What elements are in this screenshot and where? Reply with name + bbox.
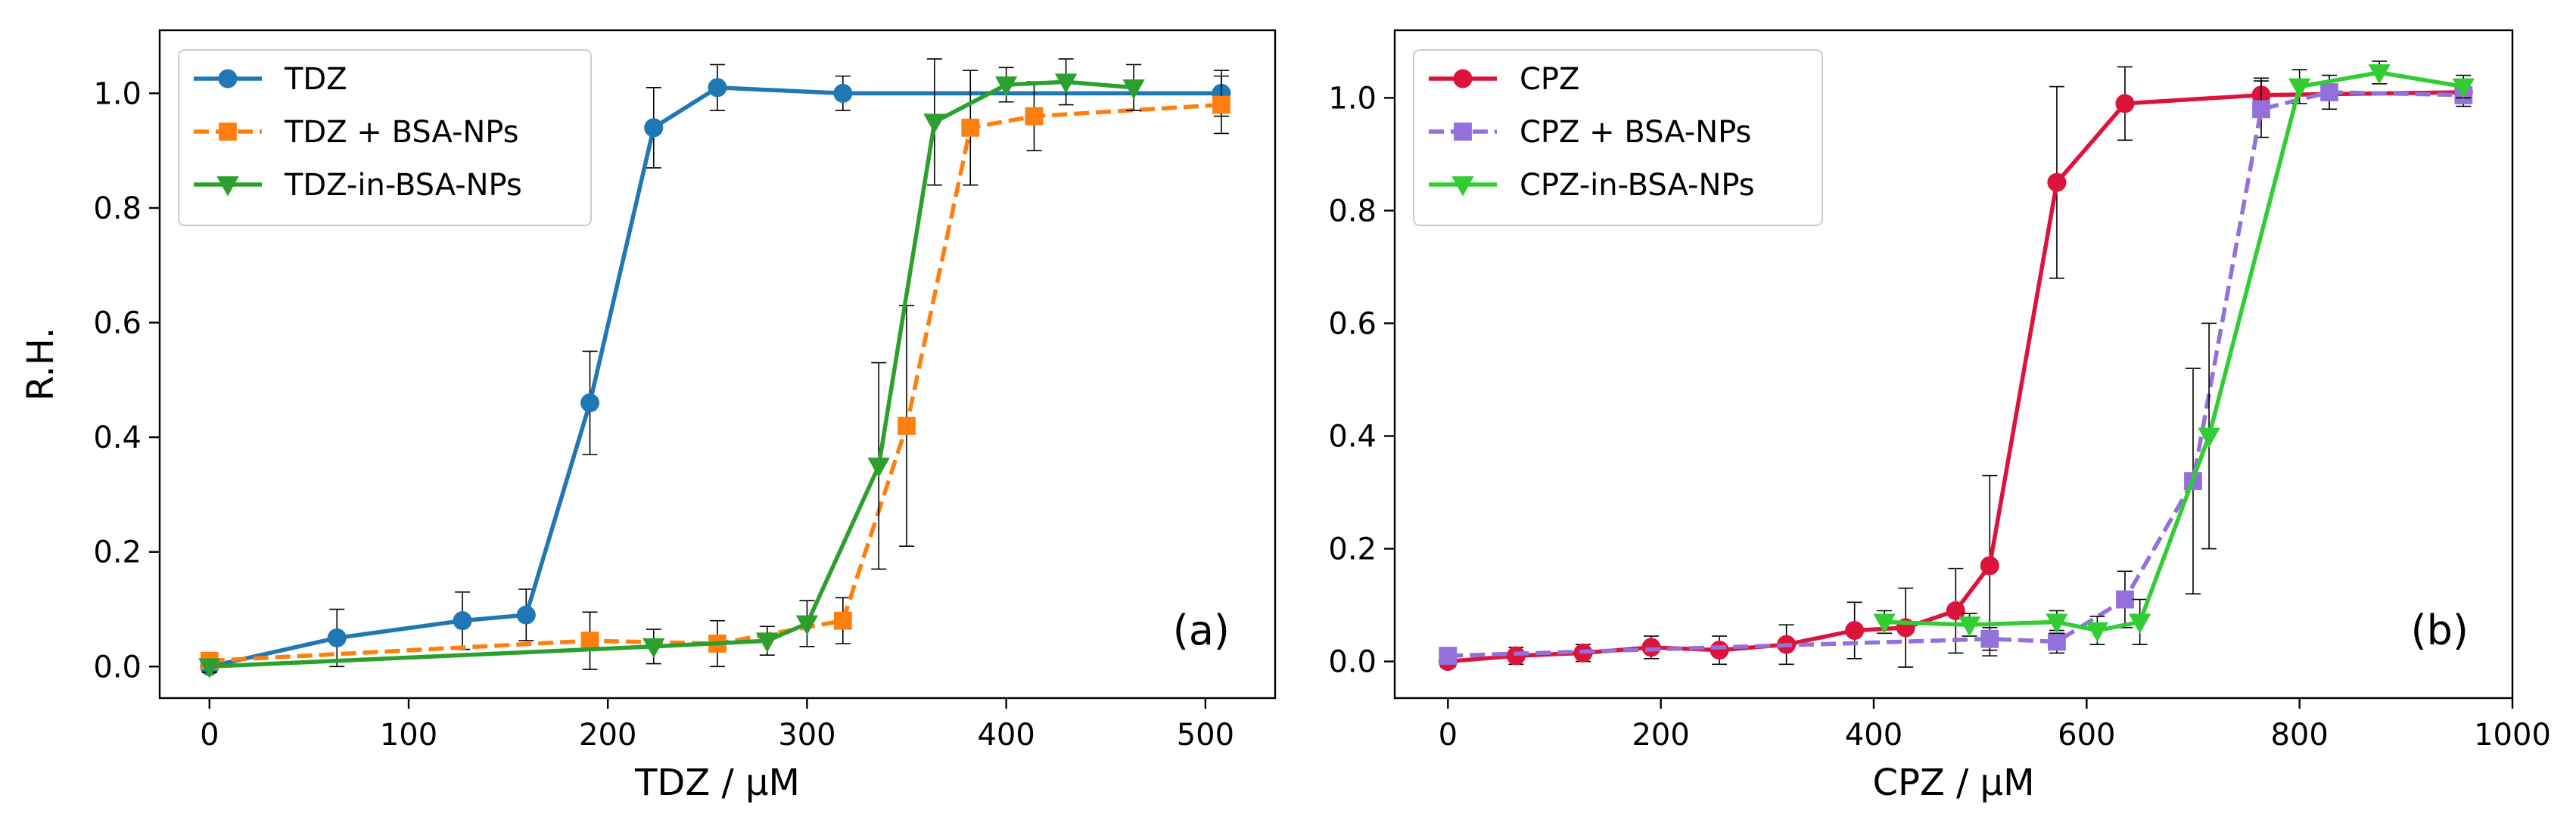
data-point [2288,78,2311,99]
legend-marker [219,123,237,141]
legend-box [178,49,592,226]
y-tick-label: 0.2 [1328,532,1377,567]
legend: CPZ CPZ + BSA-NPs CPZ-in-BSA-NPs [1413,49,1823,226]
data-point [1122,79,1145,100]
data-point [995,76,1018,97]
data-point [516,605,536,625]
panel-b: 0 200 400 600 800 1000 0.0 0.2 0.4 0.6 0.8 1.0 CPZ /… [1328,29,2551,804]
y-tick-label: 0.4 [93,421,142,455]
data-point [2086,622,2109,643]
x-tick-label: 400 [977,718,1034,753]
y-axis-label: R.H. [20,327,62,401]
data-point [2129,613,2151,634]
x-tick-label: 200 [1632,718,1689,753]
data-point [1946,601,1965,621]
data-point [198,658,221,678]
y-tick-label: 0.0 [1328,645,1377,680]
panel-a: 0 100 200 300 400 500 0.0 0.2 0.4 0.6 0.8 1.0 TDZ / … [20,29,1277,804]
y-tick-label: 0.6 [1328,306,1377,341]
legend-marker [218,69,238,88]
legend-entry: CPZ-in-BSA-NPs [1520,168,1755,203]
legend-entry: TDZ [284,62,347,97]
legend-marker [1451,176,1474,197]
x-tick-label: 0 [1439,718,1458,753]
data-point [833,83,853,103]
x-tick-label: 300 [778,718,835,753]
data-point [867,458,890,478]
y-tick-label: 0.2 [93,535,142,570]
data-point [580,632,599,650]
series-line [1884,70,2464,633]
y-tick-label: 1.0 [1328,81,1377,116]
data-point [2046,613,2068,634]
legend-entry: TDZ-in-BSA-NPs [284,168,522,203]
legend-marker [216,176,239,197]
x-tick-label: 100 [380,718,437,753]
x-tick-label: 0 [200,718,219,753]
legend-entry: TDZ + BSA-NPs [284,115,519,150]
series-line [1448,90,2464,658]
legend: TDZ TDZ + BSA-NPs TDZ-in-BSA-NPs [178,49,592,226]
series-line [209,102,1222,663]
data-point [642,638,665,659]
data-point [756,632,779,653]
series-tdz-in-bsa-nps [198,58,1145,678]
data-point [2116,590,2134,609]
data-point [327,628,347,647]
legend-entry: CPZ + BSA-NPs [1520,115,1751,150]
y-tick-label: 0.8 [1328,194,1377,228]
data-point [2198,427,2220,448]
data-point [1845,621,1865,641]
x-tick-label: 800 [2270,718,2328,753]
series-cpz-in-bsa-nps [1873,61,2475,646]
data-point [1439,647,1458,666]
legend-box [1413,49,1823,226]
data-point [1506,646,1526,666]
y-tick-label: 0.4 [1328,420,1377,455]
y-tick-label: 0.6 [93,306,142,341]
data-point [644,118,664,138]
y-tick-label: 0.8 [93,191,142,226]
data-point [453,611,472,631]
y-tick-label: 0.0 [93,650,142,684]
data-point [2368,64,2391,85]
data-point [833,611,852,630]
panel-label: (a) [1173,607,1230,654]
data-point [1873,613,1896,634]
y-tick-label: 1.0 [93,76,142,111]
data-point [1710,641,1729,660]
x-axis-label: TDZ / μM [634,762,800,804]
data-point [1025,107,1044,126]
data-point [2320,83,2338,101]
x-tick-label: 1000 [2474,718,2551,753]
x-tick-label: 600 [2058,718,2115,753]
plot-frame [158,29,1277,700]
x-tick-label: 500 [1177,718,1234,753]
data-point [2048,632,2066,651]
data-point [1212,95,1230,114]
data-point [1980,556,1999,576]
data-point [923,113,946,134]
plot-frame [1393,29,2514,700]
legend-marker [1453,69,1473,88]
data-point [1958,616,1981,637]
legend-entry: CPZ [1520,62,1579,97]
data-point [795,615,819,635]
data-point [898,417,916,435]
data-point [2452,78,2475,99]
data-point [2047,172,2067,192]
data-point [2115,94,2135,113]
data-point [708,78,727,98]
legend-marker [1454,123,1472,141]
x-tick-label: 200 [579,718,636,753]
data-point [1054,73,1078,94]
data-point [961,118,980,137]
x-tick-label: 400 [1845,718,1902,753]
data-point [580,393,600,413]
panel-label: (b) [2411,607,2469,654]
data-point [1980,629,1999,648]
data-point [2252,100,2270,119]
x-axis-label: CPZ / μM [1873,762,2035,804]
